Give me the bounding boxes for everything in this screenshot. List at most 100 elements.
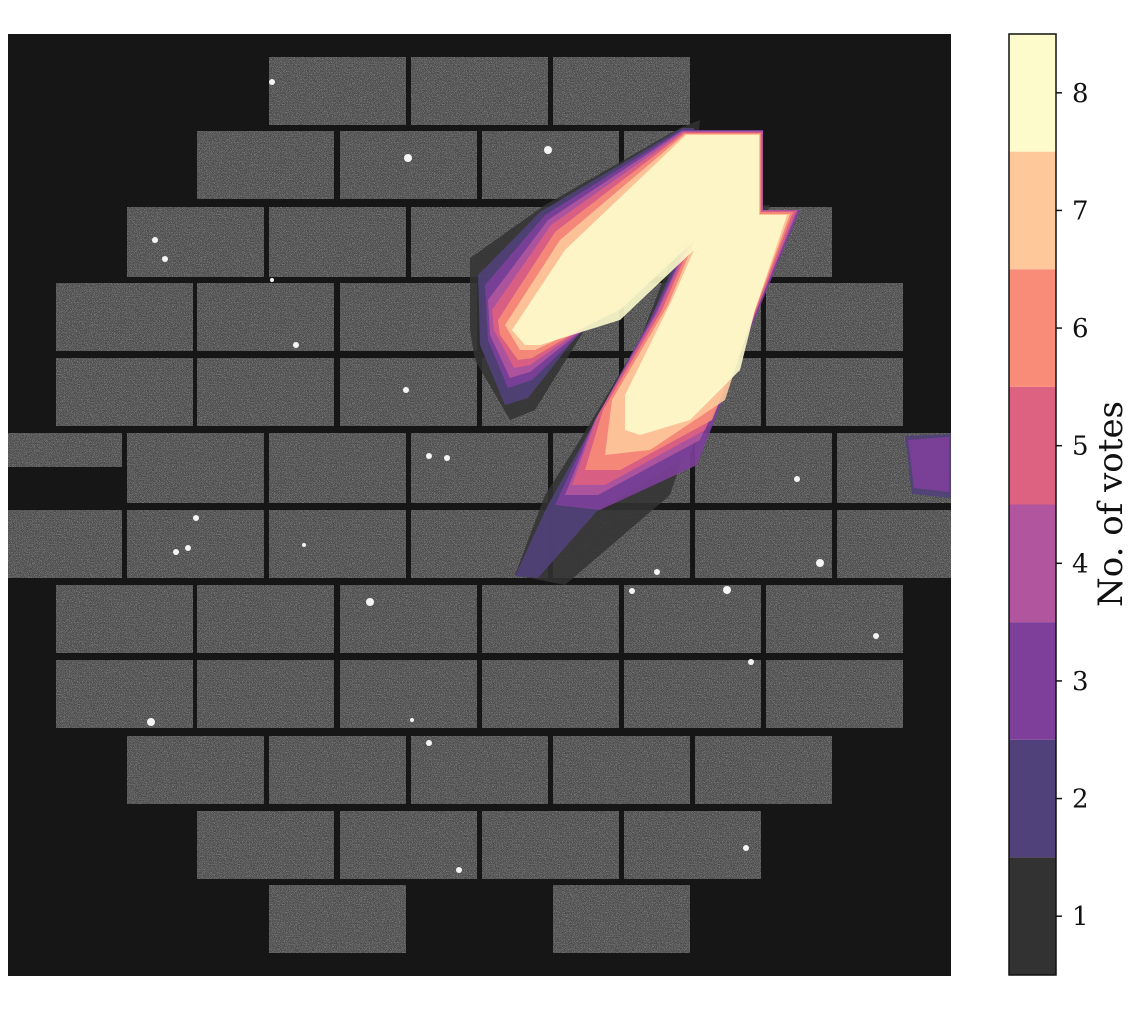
star <box>269 79 275 85</box>
colorbar-segment-5 <box>1009 386 1056 505</box>
star <box>162 256 168 262</box>
ccd-noise <box>340 585 477 653</box>
ccd-noise <box>766 585 903 653</box>
colorbar-segment-6 <box>1009 269 1056 387</box>
colorbar-segment-4 <box>1009 504 1056 623</box>
star <box>426 740 432 746</box>
star <box>403 387 409 393</box>
ccd-noise <box>553 885 690 953</box>
ccd-noise <box>56 358 193 426</box>
star <box>185 545 191 551</box>
ccd-noise <box>695 510 832 578</box>
star <box>302 543 306 547</box>
ccd-noise <box>553 736 690 804</box>
ccd-noise <box>340 131 477 199</box>
colorbar-frame <box>1008 33 1057 976</box>
colorbar-tick-label: 1 <box>1072 902 1089 932</box>
ccd-noise <box>766 358 903 426</box>
ccd-noise <box>269 736 406 804</box>
colorbar-tick-label: 8 <box>1072 79 1089 109</box>
ccd-noise <box>482 585 619 653</box>
star <box>426 453 432 459</box>
colorbar-tick-label: 7 <box>1072 196 1089 226</box>
colorbar-segment-2 <box>1009 739 1056 858</box>
ccd-noise <box>127 207 264 277</box>
star <box>293 342 299 348</box>
ccd-noise <box>269 510 406 578</box>
star <box>748 659 754 665</box>
vote-region-level-8 <box>512 135 787 435</box>
ccd-noise <box>197 585 334 653</box>
ccd-noise <box>482 811 619 879</box>
ccd-noise <box>837 510 951 578</box>
star <box>629 588 635 594</box>
star <box>743 845 749 851</box>
star <box>366 598 374 606</box>
star <box>173 549 179 555</box>
star <box>193 515 199 521</box>
star <box>794 476 800 482</box>
ccd-noise <box>127 433 264 503</box>
colorbar-segment-1 <box>1009 857 1056 975</box>
vote-region-level-3 <box>908 437 949 492</box>
ccd-noise <box>624 585 761 653</box>
ccd-noise <box>8 433 122 467</box>
colorbar-segment-7 <box>1009 151 1056 270</box>
ccd-noise <box>56 283 193 351</box>
colorbar-segment-3 <box>1009 622 1056 740</box>
ccd-noise <box>837 433 951 503</box>
ccd-noise <box>269 207 406 277</box>
colorbar-tick-label: 2 <box>1072 785 1089 815</box>
ccd-noise <box>340 660 477 728</box>
stars <box>147 79 879 873</box>
star <box>654 569 660 575</box>
ccd-noise <box>269 885 406 953</box>
vote-overlay <box>470 120 951 585</box>
ccd-noise <box>482 660 619 728</box>
ccd-noise <box>340 811 477 879</box>
ccd-noise <box>411 736 548 804</box>
colorbar-label: No. of votes <box>1091 401 1131 607</box>
ccd-noise <box>127 510 264 578</box>
ccd-noise <box>340 283 477 351</box>
star <box>873 633 879 639</box>
star <box>544 146 552 154</box>
star <box>270 278 274 282</box>
ccd-noise <box>553 57 690 125</box>
colorbar-tick-label: 3 <box>1072 667 1089 697</box>
ccd-noise <box>411 433 548 503</box>
colorbar-tick-label: 6 <box>1072 314 1089 344</box>
ccd-noise <box>127 736 264 804</box>
star <box>723 586 731 594</box>
colorbar: 1 2 3 4 5 6 7 8 <box>1008 33 1089 976</box>
star <box>444 455 450 461</box>
ccd-noise <box>197 660 334 728</box>
image-background <box>8 34 951 976</box>
star <box>410 718 414 722</box>
ccd-array <box>8 57 951 953</box>
ccd-noise <box>624 811 761 879</box>
star <box>404 154 412 162</box>
ccd-noise <box>411 57 548 125</box>
ccd-noise <box>340 358 477 426</box>
ccd-noise <box>269 433 406 503</box>
ccd-noise <box>766 660 903 728</box>
ccd-noise <box>695 736 832 804</box>
colorbar-segment-8 <box>1009 34 1056 152</box>
ccd-noise <box>269 57 406 125</box>
ccd-noise <box>197 358 334 426</box>
ccd-noise <box>56 660 193 728</box>
ccd-noise <box>8 510 122 578</box>
star <box>816 559 824 567</box>
ccd-noise <box>624 660 761 728</box>
ccd-noise <box>197 131 334 199</box>
star <box>456 867 462 873</box>
colorbar-tick-label: 4 <box>1072 549 1089 579</box>
ccd-noise <box>766 283 903 351</box>
ccd-noise <box>197 811 334 879</box>
star <box>152 237 158 243</box>
colorbar-tick-label: 5 <box>1072 432 1089 462</box>
star <box>147 718 155 726</box>
ccd-noise <box>695 433 832 503</box>
